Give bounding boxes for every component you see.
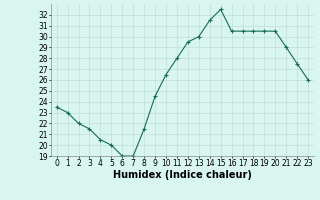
X-axis label: Humidex (Indice chaleur): Humidex (Indice chaleur) (113, 170, 252, 180)
